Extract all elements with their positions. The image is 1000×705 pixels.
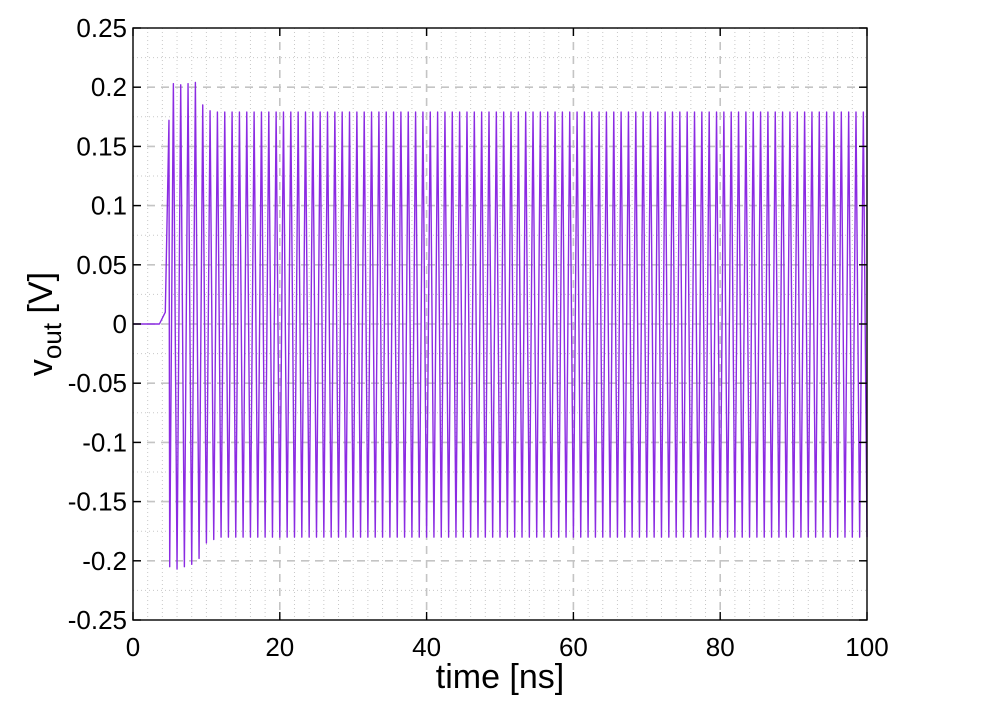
x-tick-label: 80 (706, 632, 735, 662)
y-tick-label: 0.15 (76, 131, 127, 161)
y-tick-labels: -0.25 -0.2 -0.15 -0.1 -0.05 0 0.05 0.1 0.15 0.2 0.… (68, 13, 127, 635)
y-axis-label-sub: out (37, 322, 67, 359)
x-tick-label: 0 (126, 632, 140, 662)
tick-marks (132, 27, 868, 621)
y-tick-label: -0.05 (68, 368, 127, 398)
y-tick-label: 0 (113, 309, 127, 339)
x-tick-label: 20 (265, 632, 294, 662)
y-axis-label-main: v (22, 359, 60, 376)
x-tick-labels: 0 20 40 60 80 100 (126, 632, 889, 662)
x-tick-label: 60 (559, 632, 588, 662)
series-line (133, 81, 868, 570)
y-tick-label: -0.1 (82, 427, 127, 457)
y-axis-label-unit: [V] (22, 272, 60, 323)
y-tick-label: 0.25 (76, 13, 127, 43)
y-tick-label: -0.2 (82, 546, 127, 576)
y-axis-label: vout [V] (22, 272, 67, 376)
x-tick-label: 100 (845, 632, 888, 662)
y-tick-label: 0.05 (76, 250, 127, 280)
y-tick-label: -0.15 (68, 487, 127, 517)
y-tick-label: 0.1 (91, 191, 127, 221)
x-axis-label: time [ns] (436, 658, 564, 696)
x-tick-label: 40 (412, 632, 441, 662)
y-tick-label: -0.25 (68, 605, 127, 635)
y-tick-label: 0.2 (91, 72, 127, 102)
